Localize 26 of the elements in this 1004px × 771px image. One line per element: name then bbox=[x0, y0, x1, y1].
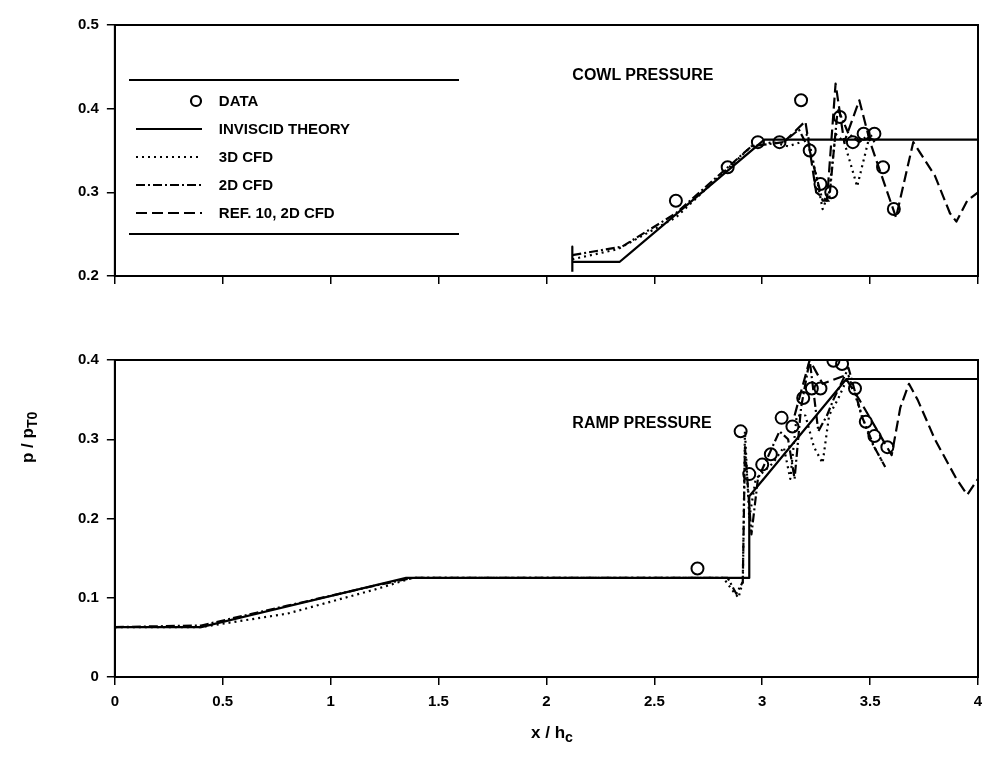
y-tick-label: 0.4 bbox=[77, 98, 100, 116]
x-tick-label: 4 bbox=[973, 692, 983, 710]
legend-label: 2D CFD bbox=[218, 176, 274, 193]
annotation: RAMP PRESSURE bbox=[572, 413, 712, 431]
legend-label: 3D CFD bbox=[218, 148, 274, 165]
x-tick-label: 3.5 bbox=[859, 692, 881, 710]
x-tick-label: 2.5 bbox=[643, 692, 665, 710]
y-tick-label: 0.4 bbox=[77, 350, 100, 368]
annotation: COWL PRESSURE bbox=[572, 65, 714, 83]
legend-label: DATA bbox=[218, 92, 259, 109]
y-tick-label: 0.1 bbox=[77, 587, 99, 605]
x-tick-label: 0 bbox=[110, 692, 120, 710]
x-tick-label: 2 bbox=[542, 692, 551, 710]
x-tick-label: 3 bbox=[758, 692, 767, 710]
x-tick-label: 1 bbox=[326, 692, 335, 710]
y-tick-label: 0 bbox=[90, 667, 99, 685]
x-tick-label: 0.5 bbox=[212, 692, 234, 710]
y-tick-label: 0.2 bbox=[77, 508, 99, 526]
y-tick-label: 0.2 bbox=[77, 266, 99, 284]
y-tick-label: 0.3 bbox=[77, 182, 99, 200]
x-tick-label: 1.5 bbox=[428, 692, 449, 710]
y-tick-label: 0.5 bbox=[77, 15, 99, 33]
x-axis-title: x / h$_{c}$ bbox=[530, 723, 574, 746]
legend-label: REF. 10, 2D CFD bbox=[218, 204, 335, 221]
y-tick-label: 0.3 bbox=[77, 429, 99, 447]
legend-label: INVISCID THEORY bbox=[218, 120, 350, 137]
